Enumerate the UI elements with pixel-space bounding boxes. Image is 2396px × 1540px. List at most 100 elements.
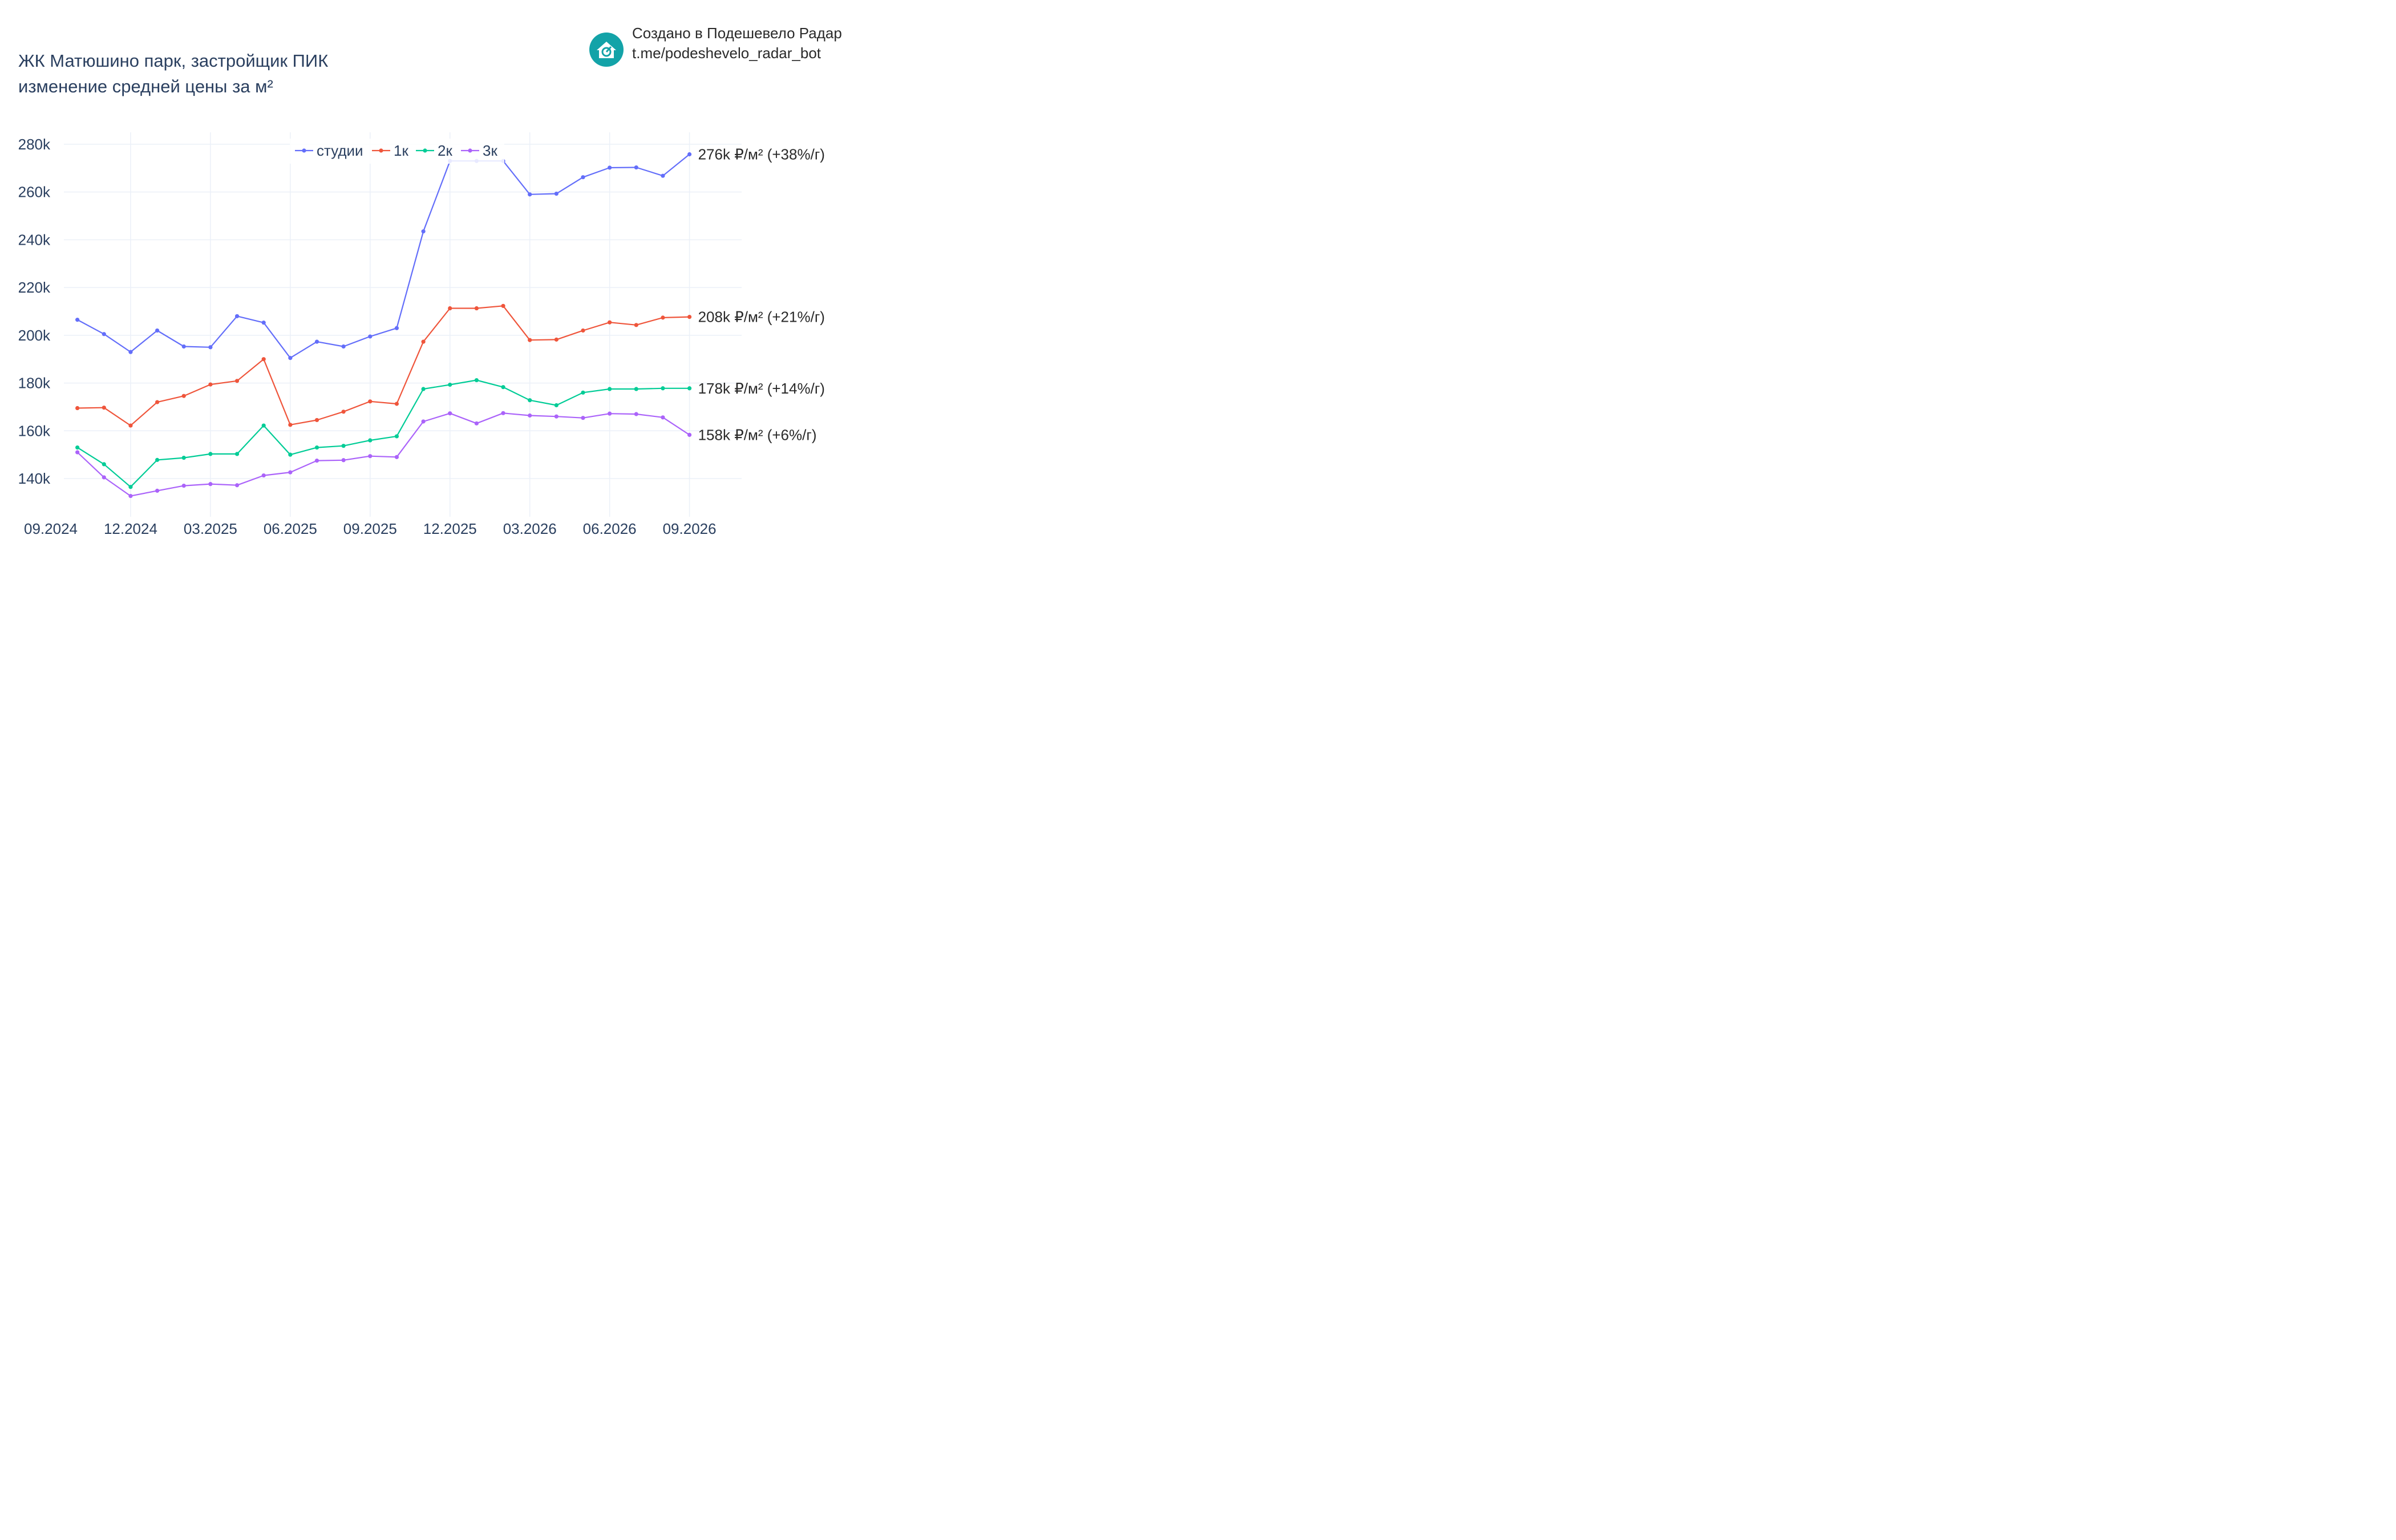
data-point [581, 390, 585, 395]
legend-label: студии [317, 142, 363, 159]
series-2 [75, 378, 692, 489]
data-point [528, 398, 532, 403]
data-point [448, 306, 452, 311]
data-point [75, 450, 80, 455]
end-value-label: 208k ₽/м² (+21%/г) [698, 309, 825, 326]
data-point [155, 328, 160, 333]
data-point [261, 473, 266, 478]
data-point [474, 306, 479, 311]
data-point [368, 399, 373, 404]
end-value-label: 178k ₽/м² (+14%/г) [698, 380, 825, 397]
x-tick-label: 06.2025 [264, 520, 317, 537]
chart-title-line2: изменение средней цены за м² [18, 76, 273, 96]
line-chart: ЖК Матюшино парк, застройщик ПИК изменен… [0, 0, 890, 572]
y-tick-label: 220k [18, 279, 51, 296]
legend-swatch-marker [468, 148, 472, 153]
data-point [394, 434, 399, 439]
credit-line1: Создано в Подешевело Радар [632, 25, 842, 42]
y-tick-label: 280k [18, 136, 51, 153]
data-point [314, 459, 319, 463]
legend-item[interactable]: студии [295, 142, 363, 159]
y-tick-label: 140k [18, 470, 51, 487]
data-point [474, 378, 479, 383]
data-point [608, 411, 612, 416]
y-axis: 140k 160k 180k 200k 220k 240k 260k 280k [18, 136, 51, 487]
data-point [394, 455, 399, 459]
data-point [288, 356, 293, 360]
legend-swatch-marker [302, 148, 306, 153]
data-point [75, 318, 80, 322]
end-labels: 276k ₽/м² (+38%/г) 208k ₽/м² (+21%/г) 178k… [698, 146, 825, 444]
x-tick-label: 12.2025 [423, 520, 477, 537]
data-point [314, 445, 319, 450]
end-value-label: 158k ₽/м² (+6%/г) [698, 426, 817, 443]
data-point [554, 414, 558, 419]
data-point [634, 412, 638, 416]
series-line [76, 412, 690, 497]
data-point [288, 423, 293, 427]
series-3 [75, 411, 692, 499]
credit-link[interactable]: t.me/podeshevelo_radar_bot [632, 44, 821, 62]
data-point [421, 419, 426, 424]
x-tick-label: 12.2024 [104, 520, 157, 537]
legend[interactable]: студии 1к 2к 3к [290, 139, 504, 164]
data-point [687, 152, 692, 157]
data-point [341, 344, 346, 349]
data-point [75, 406, 80, 411]
x-tick-label: 03.2025 [184, 520, 237, 537]
data-point [448, 382, 452, 387]
end-value-label: 276k ₽/м² (+38%/г) [698, 146, 825, 163]
series-line [77, 305, 690, 427]
data-point [528, 338, 532, 342]
data-point [341, 458, 346, 463]
data-point [608, 165, 612, 170]
y-tick-label: 160k [18, 422, 51, 439]
data-point [687, 432, 692, 437]
data-point [181, 455, 186, 460]
data-point [608, 387, 612, 391]
data-point [421, 387, 426, 391]
legend-item[interactable]: 3к [461, 142, 497, 159]
data-point [155, 400, 160, 404]
data-point [261, 423, 266, 428]
legend-item[interactable]: 1к [372, 142, 408, 159]
data-point [288, 470, 293, 475]
data-point [661, 415, 665, 420]
legend-swatch-marker [423, 148, 427, 153]
data-point [634, 387, 638, 391]
data-point [102, 462, 106, 467]
data-point [687, 315, 692, 319]
credit-block[interactable]: Создано в Подешевело Радар t.me/podeshev… [589, 25, 842, 67]
data-point [661, 386, 665, 391]
data-point [128, 493, 133, 499]
data-point [554, 191, 558, 196]
data-point [661, 173, 665, 178]
data-point [261, 321, 266, 325]
data-point [75, 445, 80, 450]
grid [64, 132, 742, 517]
data-point [581, 416, 585, 420]
house-logo-icon [589, 33, 624, 67]
y-tick-label: 180k [18, 375, 51, 392]
x-tick-label: 06.2026 [583, 520, 637, 537]
data-point [528, 192, 532, 197]
x-tick-label: 03.2026 [503, 520, 557, 537]
data-point [341, 410, 346, 414]
data-point [554, 403, 558, 408]
data-point [528, 413, 532, 418]
data-point [368, 438, 373, 443]
series-layer [75, 152, 692, 499]
chart-title-line1: ЖК Матюшино парк, застройщик ПИК [18, 51, 328, 71]
x-tick-label: 09.2025 [343, 520, 397, 537]
series-1 [75, 303, 692, 428]
data-point [394, 326, 399, 330]
y-tick-label: 260k [18, 184, 51, 201]
data-point [181, 394, 186, 398]
legend-item[interactable]: 2к [416, 142, 452, 159]
data-point [234, 314, 240, 318]
series-0 [75, 152, 692, 360]
data-point [501, 303, 505, 308]
data-point [501, 411, 505, 415]
data-point [634, 323, 638, 327]
data-point [474, 421, 479, 425]
